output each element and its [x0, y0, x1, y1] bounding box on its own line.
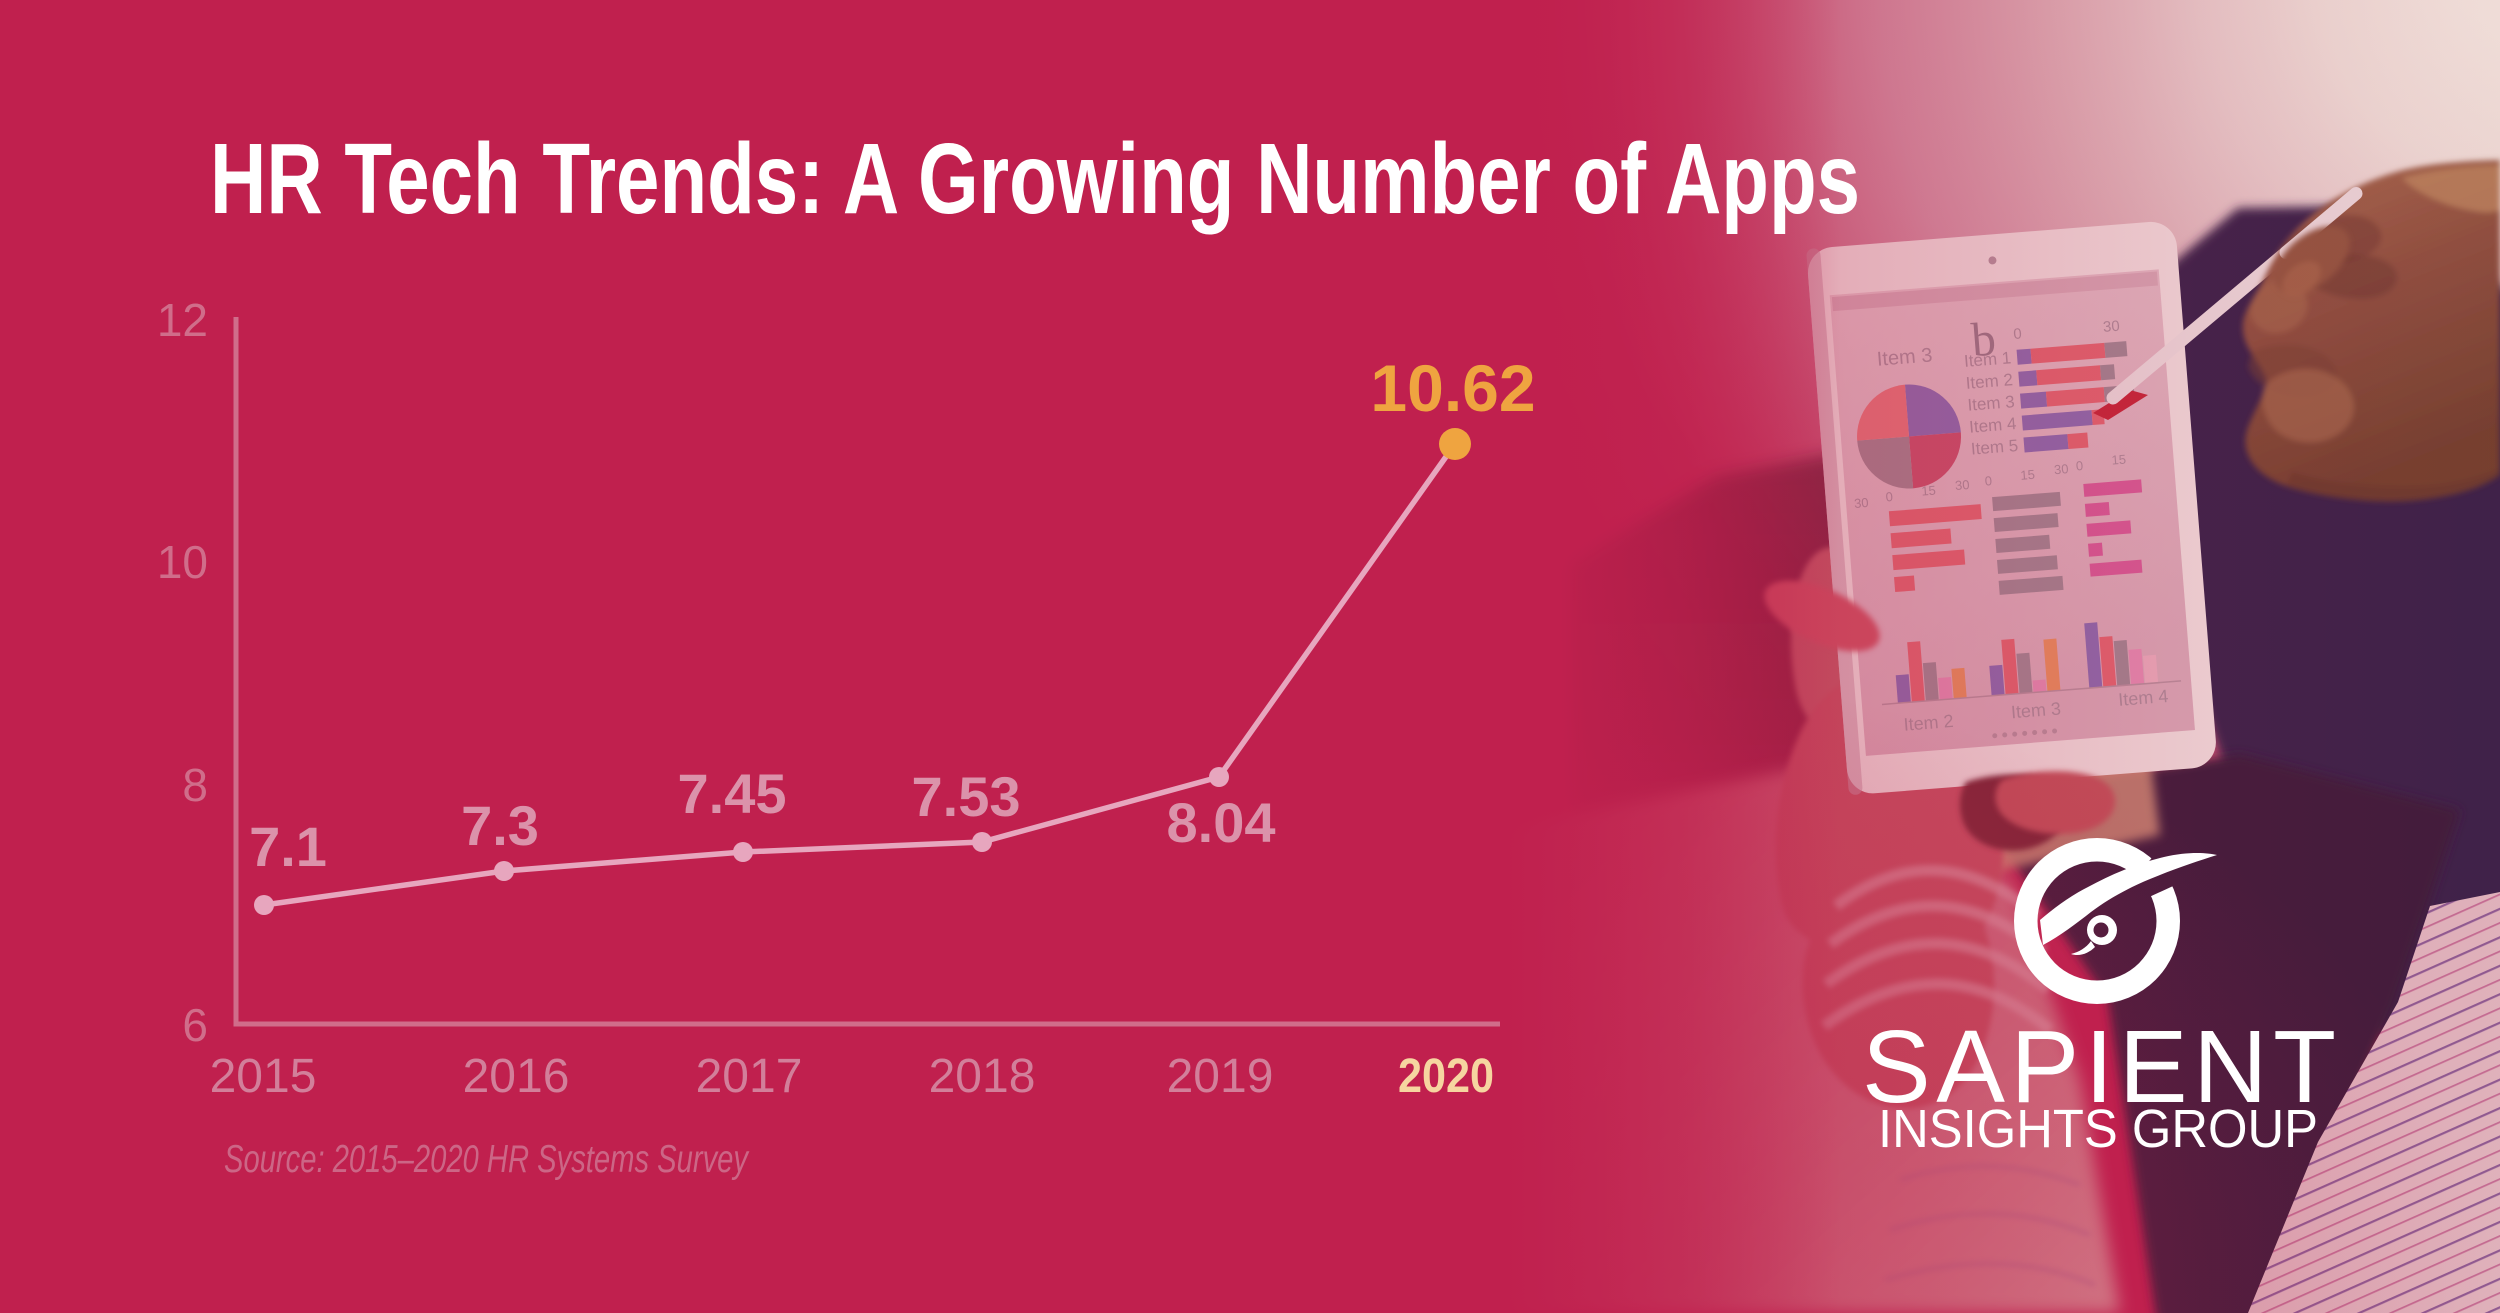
- svg-text:2019: 2019: [1167, 1050, 1274, 1103]
- svg-text:7.53: 7.53: [912, 765, 1021, 828]
- svg-text:2017: 2017: [696, 1050, 803, 1103]
- svg-text:10: 10: [157, 536, 208, 588]
- svg-text:10.62: 10.62: [1370, 351, 1535, 425]
- svg-text:7.1: 7.1: [249, 815, 327, 878]
- svg-text:7.3: 7.3: [461, 794, 539, 857]
- svg-text:2020: 2020: [1398, 1050, 1494, 1103]
- svg-text:7.45: 7.45: [678, 762, 787, 825]
- svg-text:2016: 2016: [463, 1050, 570, 1103]
- svg-text:Source: 2015–2020 HR Systems S: Source: 2015–2020 HR Systems Survey: [224, 1138, 750, 1181]
- svg-text:6: 6: [182, 999, 208, 1051]
- svg-text:12: 12: [157, 294, 208, 346]
- svg-text:8: 8: [182, 759, 208, 811]
- svg-text:INSIGHTS GROUP: INSIGHTS GROUP: [1878, 1099, 2318, 1159]
- svg-text:HR Tech Trends: A Growing Numb: HR Tech Trends: A Growing Number of Apps: [210, 123, 1860, 235]
- svg-text:2015: 2015: [210, 1050, 317, 1103]
- svg-text:8.04: 8.04: [1167, 791, 1276, 854]
- svg-text:2018: 2018: [929, 1050, 1036, 1103]
- svg-text:SAPIENT: SAPIENT: [1862, 1009, 2336, 1124]
